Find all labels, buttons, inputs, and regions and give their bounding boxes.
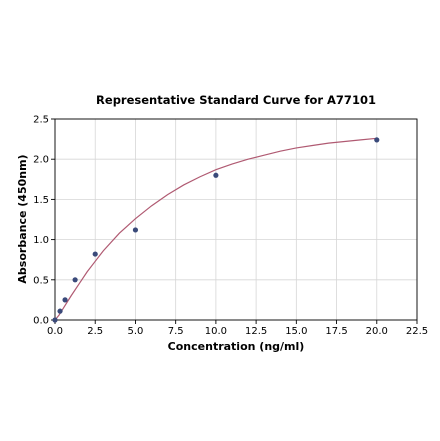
grid — [54, 118, 418, 321]
x-tick-label: 5.0 — [127, 326, 143, 337]
y-axis-label: Absorbance (450nm) — [16, 154, 29, 283]
data-point — [57, 308, 63, 314]
data-point — [62, 297, 68, 303]
x-tick-label: 15.0 — [285, 326, 307, 337]
y-tick-label: 2.5 — [33, 115, 49, 126]
y-tick-label: 0.0 — [33, 316, 49, 327]
data-point — [374, 137, 380, 143]
x-tick-label: 7.5 — [168, 326, 184, 337]
data-point — [213, 172, 219, 178]
x-tick-label: 22.5 — [406, 326, 428, 337]
plot-area-frame — [54, 118, 418, 321]
y-tick-label: 1.5 — [33, 195, 49, 206]
data-point — [72, 277, 78, 283]
data-points — [52, 137, 380, 323]
x-axis-ticks: 0.0 2.5 5.0 7.5 10.0 12.5 15.0 17.5 20.0 22.5 — [47, 320, 428, 337]
chart-title: Representative Standard Curve for A77101 — [96, 93, 376, 107]
x-tick-label: 10.0 — [205, 326, 227, 337]
x-tick-label: 2.5 — [87, 326, 103, 337]
x-tick-label: 17.5 — [325, 326, 347, 337]
y-tick-label: 2.0 — [33, 155, 49, 166]
data-point — [92, 251, 98, 257]
x-tick-label: 0.0 — [47, 326, 63, 337]
data-point — [132, 227, 139, 233]
y-tick-label: 1.0 — [33, 235, 49, 246]
y-tick-label: 0.5 — [33, 275, 49, 286]
x-tick-label: 12.5 — [245, 326, 267, 337]
fit-curve — [54, 137, 377, 321]
y-axis-ticks: 0.0 0.5 1.0 1.5 2.0 2.5 — [33, 115, 55, 327]
x-tick-label: 20.0 — [366, 326, 388, 337]
x-axis-label: Concentration (ng/ml) — [168, 340, 305, 353]
data-point — [52, 317, 58, 323]
